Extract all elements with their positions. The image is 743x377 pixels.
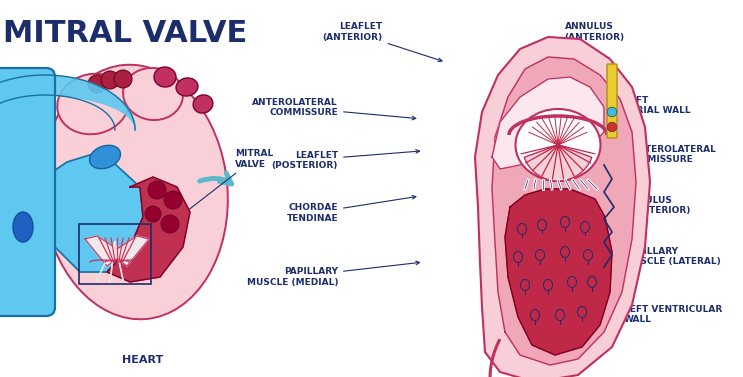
Polygon shape [492, 57, 636, 365]
Text: MITRAL VALVE: MITRAL VALVE [3, 19, 247, 48]
Circle shape [148, 181, 166, 199]
Ellipse shape [176, 78, 198, 96]
Polygon shape [492, 77, 604, 169]
Ellipse shape [193, 95, 213, 113]
Text: CHORDAE
TENDINAE: CHORDAE TENDINAE [287, 195, 416, 223]
Ellipse shape [13, 212, 33, 242]
Text: HEART: HEART [123, 355, 163, 365]
Ellipse shape [516, 109, 600, 181]
Polygon shape [40, 154, 143, 272]
Text: LEFT
ATRIAL WALL: LEFT ATRIAL WALL [580, 96, 691, 115]
FancyBboxPatch shape [607, 64, 617, 138]
Wedge shape [524, 145, 592, 181]
Ellipse shape [57, 74, 129, 134]
Text: ANNULUS
(POSTERIOR): ANNULUS (POSTERIOR) [568, 196, 690, 215]
Text: POSTEROLATERAL
COMMISSURE: POSTEROLATERAL COMMISSURE [576, 145, 716, 164]
Text: LEFT VENTRICULAR
WALL: LEFT VENTRICULAR WALL [568, 299, 722, 325]
Text: ANNULUS
(ANTERIOR): ANNULUS (ANTERIOR) [524, 22, 625, 58]
Polygon shape [505, 189, 612, 355]
Polygon shape [85, 236, 149, 266]
Circle shape [607, 122, 617, 132]
Polygon shape [107, 177, 190, 282]
Circle shape [88, 75, 106, 93]
Circle shape [164, 191, 182, 209]
Polygon shape [475, 37, 650, 377]
FancyBboxPatch shape [0, 68, 55, 316]
Text: ANTEROLATERAL
COMMISSURE: ANTEROLATERAL COMMISSURE [253, 98, 416, 120]
Ellipse shape [42, 65, 228, 319]
Ellipse shape [154, 67, 176, 87]
Circle shape [101, 71, 119, 89]
Circle shape [114, 70, 132, 88]
Text: LEAFLET
(ANTERIOR): LEAFLET (ANTERIOR) [322, 22, 442, 61]
Ellipse shape [123, 68, 183, 120]
Text: PAPILLARY
MUSCLE (MEDIAL): PAPILLARY MUSCLE (MEDIAL) [247, 261, 420, 287]
Ellipse shape [89, 145, 120, 169]
Text: MITRAL
VALVE: MITRAL VALVE [155, 149, 273, 236]
Circle shape [607, 107, 617, 117]
Text: PAPILLARY
MUSCLE (LATERAL): PAPILLARY MUSCLE (LATERAL) [572, 247, 721, 266]
Text: LEAFLET
(POSTERIOR): LEAFLET (POSTERIOR) [272, 150, 420, 170]
Circle shape [161, 215, 179, 233]
Circle shape [145, 206, 161, 222]
